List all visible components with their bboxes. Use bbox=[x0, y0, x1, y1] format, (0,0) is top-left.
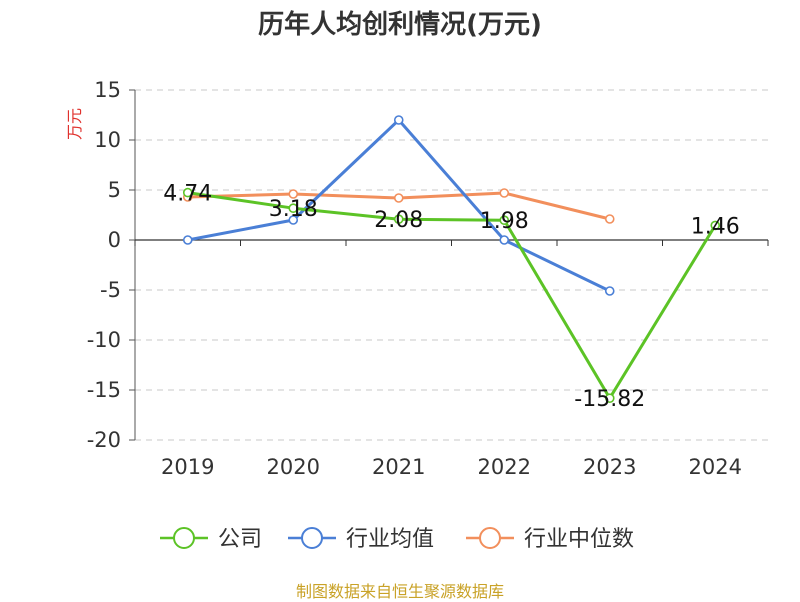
source-note: 制图数据来自恒生聚源数据库 bbox=[295, 582, 504, 601]
series-line-0 bbox=[187, 191, 717, 400]
legend-item-2[interactable]: 行业中位数 bbox=[466, 527, 634, 552]
data-point bbox=[499, 235, 510, 245]
legend-marker bbox=[301, 527, 323, 549]
data-label: 3.18 bbox=[269, 197, 318, 222]
data-label: 1.46 bbox=[691, 214, 740, 239]
series-layer bbox=[182, 115, 721, 404]
data-point bbox=[182, 235, 193, 245]
x-tick-label: 2022 bbox=[478, 455, 531, 479]
y-tick-label: -15 bbox=[87, 378, 121, 402]
data-label: 4.74 bbox=[163, 182, 212, 207]
legend-marker bbox=[479, 527, 501, 549]
axis-layer: 15 10 5 0 -5 -10 -15 -20 2019 2020 2021 2022 2023 202… bbox=[87, 78, 769, 479]
legend-label: 行业均值 bbox=[346, 527, 434, 552]
y-tick-label: 15 bbox=[94, 78, 121, 102]
data-point bbox=[499, 188, 510, 198]
legend-marker bbox=[173, 527, 195, 549]
y-axis-label: 万元 bbox=[65, 108, 84, 140]
legend-item-1[interactable]: 行业均值 bbox=[288, 527, 434, 552]
grid-layer bbox=[135, 89, 768, 441]
legend-label: 公司 bbox=[218, 527, 262, 552]
data-label: -15.82 bbox=[574, 387, 645, 412]
data-point bbox=[288, 203, 299, 213]
chart-title: 历年人均创利情况(万元) bbox=[258, 10, 542, 40]
data-point bbox=[182, 187, 193, 198]
data-point bbox=[604, 393, 615, 404]
data-point bbox=[499, 215, 510, 225]
data-point bbox=[393, 214, 404, 224]
data-point bbox=[710, 220, 721, 231]
data-point bbox=[604, 286, 615, 296]
data-point bbox=[393, 193, 404, 203]
data-label: 1.98 bbox=[480, 209, 529, 234]
series-line-1 bbox=[187, 118, 611, 293]
x-tick-label: 2021 bbox=[372, 455, 425, 479]
y-tick-label: 10 bbox=[94, 128, 121, 152]
data-point bbox=[604, 214, 615, 224]
y-tick-label: 5 bbox=[108, 178, 121, 202]
data-label: 2.08 bbox=[374, 208, 423, 233]
data-label-layer: 4.74 3.18 2.08 1.98 -15.82 1.46 bbox=[163, 182, 739, 413]
y-tick-label: -10 bbox=[87, 328, 121, 352]
data-point bbox=[393, 115, 404, 125]
data-point bbox=[288, 189, 299, 199]
legend[interactable]: 公司 行业均值 行业中位数 bbox=[160, 527, 634, 552]
legend-label: 行业中位数 bbox=[524, 527, 634, 552]
y-tick-label: -20 bbox=[87, 428, 121, 452]
y-tick-label: 0 bbox=[108, 228, 121, 252]
data-point bbox=[288, 215, 299, 225]
legend-item-0[interactable]: 公司 bbox=[160, 527, 262, 552]
x-tick-label: 2023 bbox=[583, 455, 636, 479]
y-tick-label: -5 bbox=[100, 278, 121, 302]
x-tick-label: 2019 bbox=[161, 455, 214, 479]
x-tick-label: 2020 bbox=[267, 455, 320, 479]
x-tick-label: 2024 bbox=[689, 455, 742, 479]
